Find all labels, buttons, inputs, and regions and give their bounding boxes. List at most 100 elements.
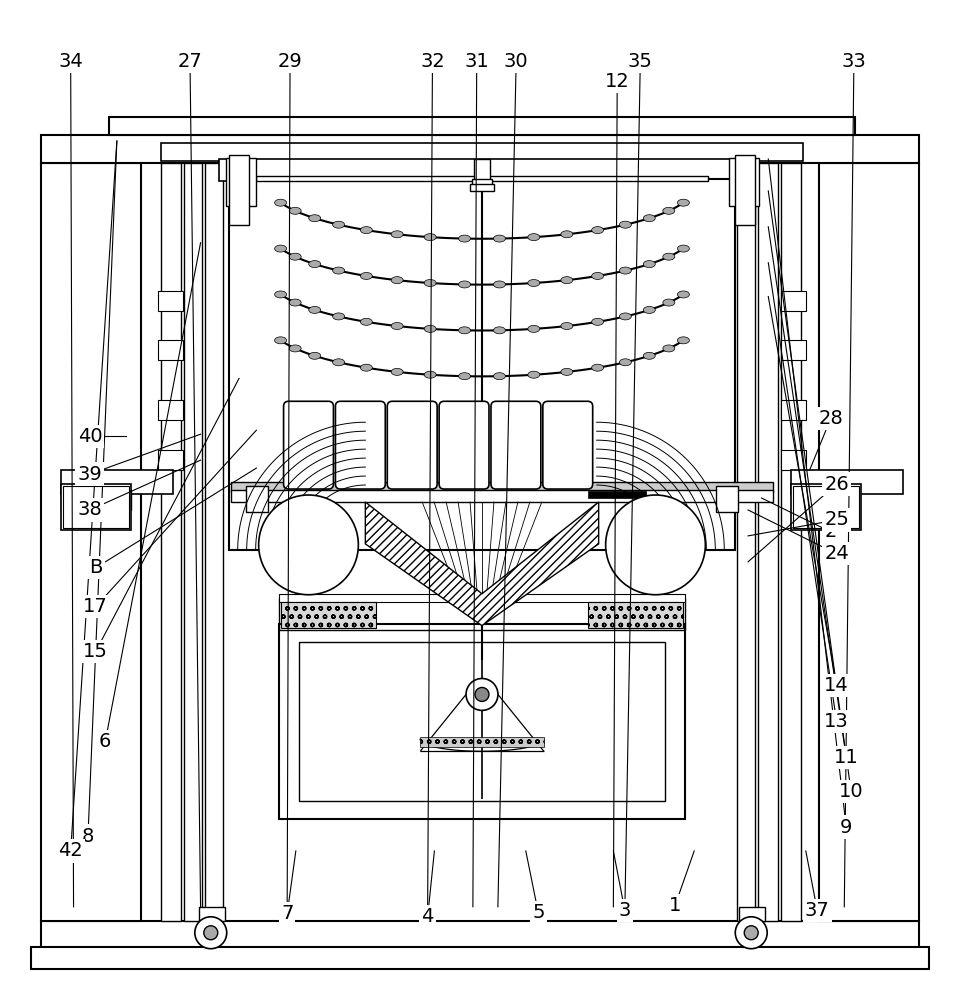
Bar xyxy=(231,482,773,492)
Circle shape xyxy=(744,926,758,940)
Text: 17: 17 xyxy=(83,597,108,616)
Bar xyxy=(279,598,685,630)
Ellipse shape xyxy=(620,267,631,274)
Bar xyxy=(41,135,919,163)
Ellipse shape xyxy=(620,359,631,366)
Text: 12: 12 xyxy=(605,72,629,91)
Ellipse shape xyxy=(333,267,345,274)
Bar xyxy=(281,602,376,628)
Bar xyxy=(781,450,806,470)
Text: 42: 42 xyxy=(58,841,83,860)
Ellipse shape xyxy=(493,281,506,288)
Ellipse shape xyxy=(360,364,372,371)
Bar xyxy=(158,291,182,311)
Bar xyxy=(735,155,756,225)
Ellipse shape xyxy=(309,306,320,313)
Bar xyxy=(588,602,683,628)
Text: 32: 32 xyxy=(420,52,445,71)
Ellipse shape xyxy=(677,245,689,252)
Ellipse shape xyxy=(290,207,301,214)
Bar xyxy=(161,163,180,921)
Ellipse shape xyxy=(592,272,604,279)
Bar xyxy=(297,554,321,572)
Ellipse shape xyxy=(458,281,471,288)
Text: 27: 27 xyxy=(178,52,203,71)
Ellipse shape xyxy=(290,299,301,306)
Ellipse shape xyxy=(458,373,471,380)
Text: 3: 3 xyxy=(619,901,631,920)
Text: 6: 6 xyxy=(99,732,112,751)
Ellipse shape xyxy=(620,313,631,320)
Ellipse shape xyxy=(663,207,675,214)
Bar xyxy=(781,340,806,360)
Ellipse shape xyxy=(493,235,506,242)
Circle shape xyxy=(475,687,489,701)
Text: 31: 31 xyxy=(464,52,489,71)
Ellipse shape xyxy=(592,318,604,325)
Ellipse shape xyxy=(333,221,345,228)
Bar xyxy=(298,642,666,801)
Bar xyxy=(781,400,806,420)
Ellipse shape xyxy=(528,280,539,286)
Ellipse shape xyxy=(561,368,573,375)
Bar xyxy=(61,484,131,530)
Polygon shape xyxy=(366,502,598,626)
Bar xyxy=(61,490,131,510)
Ellipse shape xyxy=(561,323,573,330)
Ellipse shape xyxy=(644,306,655,313)
Ellipse shape xyxy=(425,371,436,378)
Ellipse shape xyxy=(528,325,539,332)
Ellipse shape xyxy=(677,337,689,344)
Text: 25: 25 xyxy=(824,510,849,529)
Ellipse shape xyxy=(425,325,436,332)
Text: 39: 39 xyxy=(77,465,102,484)
Text: 29: 29 xyxy=(278,52,302,71)
Text: 38: 38 xyxy=(77,500,102,519)
Ellipse shape xyxy=(290,253,301,260)
Ellipse shape xyxy=(309,261,320,268)
Text: 1: 1 xyxy=(669,896,681,915)
Ellipse shape xyxy=(561,277,573,284)
Bar xyxy=(158,450,182,470)
Bar xyxy=(737,163,756,921)
Bar xyxy=(109,117,855,135)
Ellipse shape xyxy=(275,337,287,344)
Circle shape xyxy=(466,678,498,710)
Bar xyxy=(256,176,708,181)
FancyBboxPatch shape xyxy=(491,401,540,489)
Ellipse shape xyxy=(528,371,539,378)
Ellipse shape xyxy=(561,231,573,238)
Ellipse shape xyxy=(425,234,436,241)
Text: 7: 7 xyxy=(281,904,293,923)
Bar xyxy=(297,506,321,524)
Bar xyxy=(219,159,745,181)
Ellipse shape xyxy=(620,221,631,228)
Circle shape xyxy=(204,926,218,940)
Text: 10: 10 xyxy=(839,782,864,801)
Bar xyxy=(470,184,494,191)
Ellipse shape xyxy=(333,359,345,366)
Bar xyxy=(205,163,223,921)
Bar xyxy=(739,907,765,921)
Text: 40: 40 xyxy=(77,427,102,446)
Bar xyxy=(43,165,139,919)
Text: 14: 14 xyxy=(824,676,849,695)
Bar xyxy=(184,163,202,921)
Bar xyxy=(474,159,490,181)
Bar xyxy=(730,158,759,206)
Text: 34: 34 xyxy=(58,52,83,71)
Ellipse shape xyxy=(275,199,287,206)
Ellipse shape xyxy=(275,245,287,252)
Ellipse shape xyxy=(493,373,506,380)
FancyBboxPatch shape xyxy=(336,401,385,489)
Text: 4: 4 xyxy=(422,907,434,926)
Bar xyxy=(781,163,801,921)
Ellipse shape xyxy=(333,313,345,320)
Ellipse shape xyxy=(592,364,604,371)
Bar xyxy=(64,486,129,528)
Ellipse shape xyxy=(677,199,689,206)
Bar xyxy=(41,921,919,949)
Bar xyxy=(716,486,738,512)
FancyBboxPatch shape xyxy=(387,401,437,489)
Ellipse shape xyxy=(677,291,689,298)
